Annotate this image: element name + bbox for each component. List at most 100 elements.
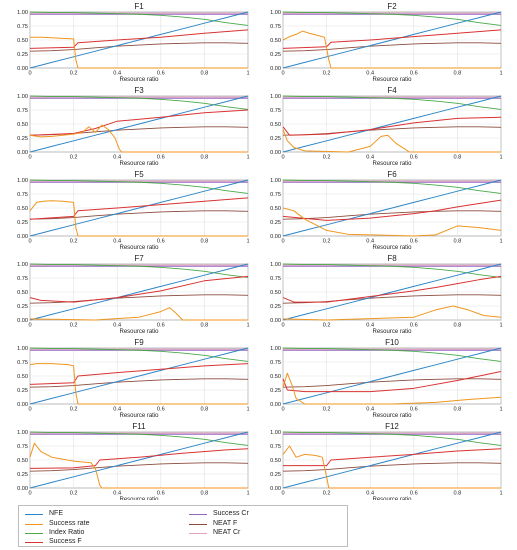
y-tick-label: 0.00: [270, 318, 281, 324]
y-tick-label: 0.75: [17, 108, 28, 114]
panel-f2: F2 0 0.2 0.4 0.6 0.8 1 0.00 0.25 0.50 0.75 1.00 Reso…: [270, 2, 502, 83]
series-line-nfe: [29, 95, 249, 153]
x-tick-label: 0.8: [454, 239, 462, 245]
series-line-neat-f: [282, 210, 502, 220]
x-tick-label: 1: [246, 407, 249, 413]
panel-f10: F10 0 0.2 0.4 0.6 0.8 1 0.00 0.25 0.50 0.75 1.00 Res…: [270, 338, 502, 419]
x-axis-label: Resource ratio: [372, 329, 412, 335]
x-tick-label: 0.2: [323, 71, 331, 77]
panel-f4: F4 0 0.2 0.4 0.6 0.8 1 0.00 0.25 0.50 0.75 1.00 Reso…: [270, 86, 502, 167]
panel-title: F3: [134, 86, 144, 95]
x-tick-label: 0.4: [113, 407, 121, 413]
x-tick-label: 0: [281, 491, 284, 497]
y-tick-label: 0.50: [270, 458, 281, 464]
x-tick-label: 0: [28, 491, 31, 497]
series-line-success-rate: [29, 363, 248, 405]
x-tick-label: 1: [499, 407, 502, 413]
legend-line-success-cr: [189, 514, 207, 516]
series-line-neat-f: [282, 462, 502, 472]
y-tick-label: 0.50: [270, 290, 281, 296]
panel-title: F10: [385, 338, 399, 347]
x-tick-label: 0.2: [323, 491, 331, 497]
legend-line-index-ratio: [25, 533, 43, 535]
x-tick-label: 0.8: [454, 71, 462, 77]
panel-title: F4: [387, 86, 397, 95]
series-line-success-f: [29, 363, 249, 385]
y-tick-label: 0.75: [17, 360, 28, 366]
x-tick-label: 0.6: [157, 407, 165, 413]
series-line-nfe: [29, 263, 249, 321]
legend-line-nfe: [25, 514, 43, 516]
series-line-index-ratio: [29, 431, 249, 446]
x-tick-label: 0.8: [201, 491, 209, 497]
y-tick-label: 0.00: [270, 150, 281, 156]
x-tick-label: 0.6: [157, 491, 165, 497]
x-tick-label: 0.2: [70, 323, 78, 329]
y-tick-label: 0.25: [270, 220, 281, 226]
y-tick-label: 0.00: [270, 486, 281, 492]
x-tick-label: 0.4: [366, 71, 374, 77]
x-tick-label: 0.4: [113, 239, 121, 245]
legend-label: Index Ratio: [49, 529, 85, 536]
series-line-success-f: [282, 371, 502, 393]
series-line-success-rate: [282, 305, 502, 321]
series-line-neat-f: [29, 378, 249, 388]
x-tick-label: 0.2: [70, 71, 78, 77]
x-tick-label: 0.8: [454, 407, 462, 413]
x-tick-label: 0.4: [366, 491, 374, 497]
series-line-success-rate: [282, 129, 501, 153]
y-tick-label: 0.50: [17, 458, 28, 464]
y-tick-label: 1.00: [17, 10, 28, 16]
series-line-index-ratio: [29, 263, 249, 278]
x-tick-label: 0.4: [366, 239, 374, 245]
x-axis-label: Resource ratio: [119, 77, 159, 83]
panel-f1: F1 0 0.2 0.4 0.6 0.8 1 0.00 0.25 0.50 0.75 1.00 Reso…: [17, 2, 249, 83]
legend-label: NFE: [49, 510, 63, 517]
x-axis-label: Resource ratio: [119, 497, 159, 500]
x-tick-label: 0.2: [323, 155, 331, 161]
x-tick-label: 1: [499, 239, 502, 245]
series-line-nfe: [29, 11, 249, 69]
y-tick-label: 0.75: [17, 444, 28, 450]
y-tick-label: 0.50: [17, 122, 28, 128]
y-tick-label: 1.00: [17, 262, 28, 268]
series-line-success-rate: [29, 200, 248, 237]
x-tick-label: 0: [281, 155, 284, 161]
panel-f11: F11 0 0.2 0.4 0.6 0.8 1 0.00 0.25 0.50 0.75 1.00 Res…: [17, 422, 249, 503]
series-line-nfe: [29, 179, 249, 237]
y-tick-label: 1.00: [270, 262, 281, 268]
y-tick-label: 1.00: [270, 346, 281, 352]
x-tick-label: 0.4: [113, 491, 121, 497]
x-axis-label: Resource ratio: [372, 413, 412, 419]
y-tick-label: 0.25: [270, 304, 281, 310]
panel-f12: F12 0 0.2 0.4 0.6 0.8 1 0.00 0.25 0.50 0.75 1.00 Res…: [270, 422, 502, 503]
y-tick-label: 0.25: [270, 52, 281, 58]
chart-area: F10 0.2 0.4 0.6 0.8 1 0.00 0.25 0.50 0.75 1.00 Reso…: [17, 2, 502, 503]
x-axis-label: Resource ratio: [119, 329, 159, 335]
y-tick-label: 0.75: [270, 444, 281, 450]
x-tick-label: 0.6: [410, 71, 418, 77]
series-line-neat-f: [29, 210, 249, 220]
series-line-success-rate: [29, 124, 248, 153]
series-line-index-ratio: [282, 179, 502, 194]
y-tick-label: 1.00: [17, 430, 28, 436]
panel-f7: F7 0 0.2 0.4 0.6 0.8 1 0.00 0.25 0.50 0.75 1.00 Reso…: [17, 254, 249, 335]
series-line-index-ratio: [29, 11, 249, 26]
x-tick-label: 0.2: [323, 239, 331, 245]
x-tick-label: 0: [281, 71, 284, 77]
x-tick-label: 0.8: [454, 491, 462, 497]
x-tick-label: 0.4: [366, 323, 374, 329]
x-axis-label: Resource ratio: [372, 77, 412, 83]
x-axis-label: Resource ratio: [119, 413, 159, 419]
legend-label: Success rate: [49, 520, 90, 527]
x-tick-label: 0.6: [157, 71, 165, 77]
series-line-success-rate: [282, 445, 501, 489]
x-tick-label: 0.8: [454, 323, 462, 329]
x-tick-label: 1: [499, 155, 502, 161]
panel-f5: F5 0 0.2 0.4 0.6 0.8 1 0.00 0.25 0.50 0.75 1.00 Reso…: [17, 170, 249, 251]
x-tick-label: 0: [28, 155, 31, 161]
series-line-nfe: [282, 95, 502, 153]
series-line-success-f: [282, 199, 502, 221]
x-tick-label: 0.8: [201, 155, 209, 161]
series-line-nfe: [29, 347, 249, 405]
